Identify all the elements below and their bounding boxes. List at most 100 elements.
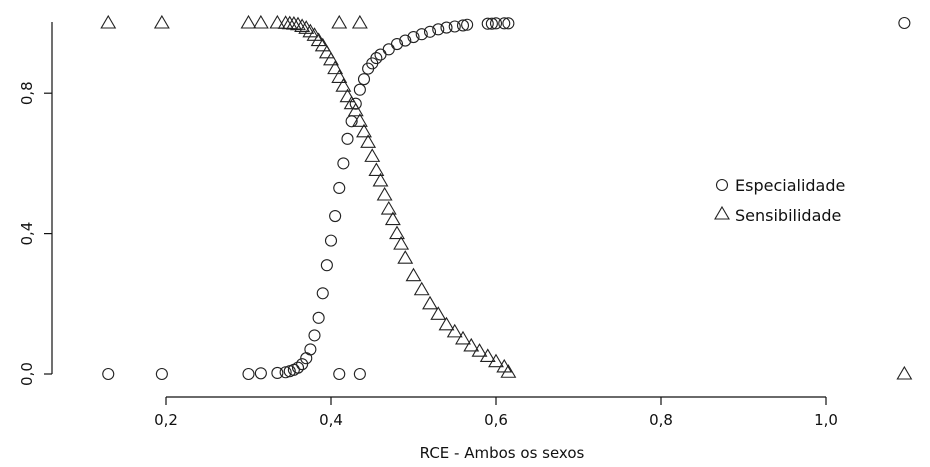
point-sensibilidade-triangle <box>351 14 368 29</box>
point-sensibilidade-triangle <box>290 16 306 31</box>
point-sensibilidade-triangle <box>430 306 447 320</box>
point-sensibilidade-triangle <box>360 134 377 148</box>
point-especialidade-circle <box>353 367 366 381</box>
point-especialidade-circle <box>102 367 115 381</box>
point-especialidade-circle <box>440 21 453 34</box>
point-especialidade-circle <box>279 366 292 379</box>
point-sensibilidade-triangle <box>471 343 488 357</box>
y-tick-label: 0,8 <box>18 81 36 105</box>
point-especialidade-circle <box>308 329 321 342</box>
point-sensibilidade-triangle <box>252 14 269 29</box>
point-especialidade-circle <box>296 358 309 371</box>
point-sensibilidade-triangle <box>240 14 257 29</box>
point-sensibilidade-triangle <box>463 337 480 352</box>
legend-label-sensibilidade: Sensibilidade <box>735 206 841 225</box>
point-sensibilidade-triangle <box>327 60 344 75</box>
point-especialidade-circle <box>456 19 470 32</box>
point-especialidade-circle <box>407 30 420 44</box>
point-sensibilidade-triangle <box>393 236 410 250</box>
point-especialidade-circle <box>498 17 511 30</box>
point-especialidade-circle <box>312 311 325 324</box>
point-sensibilidade-triangle <box>372 172 389 187</box>
point-especialidade-circle <box>382 43 395 56</box>
x-tick-label: 1,0 <box>814 411 838 429</box>
point-sensibilidade-triangle <box>397 250 414 264</box>
point-especialidade-circle <box>271 366 284 379</box>
point-sensibilidade-triangle <box>500 364 517 378</box>
point-especialidade-circle <box>254 367 267 380</box>
y-axis-ticks: 0,0 0,4 0,8 <box>18 81 52 386</box>
point-especialidade-circle <box>423 25 437 38</box>
point-especialidade-circle <box>353 83 366 96</box>
point-especialidade-circle <box>390 38 404 51</box>
point-especialidade-circle <box>333 367 346 381</box>
legend-circle-marker <box>715 178 729 192</box>
point-especialidade-circle <box>242 367 255 381</box>
point-sensibilidade-triangle <box>100 14 117 29</box>
point-sensibilidade-triangle <box>896 365 913 380</box>
x-tick-label: 0,4 <box>319 411 343 429</box>
point-especialidade-circle <box>316 287 329 300</box>
point-especialidade-circle <box>324 234 338 247</box>
point-especialidade-circle <box>399 34 412 47</box>
point-sensibilidade-triangle <box>479 348 496 363</box>
point-especialidade-circle <box>341 132 354 145</box>
point-especialidade-circle <box>329 210 342 223</box>
legend: Especialidade Sensibilidade <box>714 176 845 225</box>
point-especialidade-circle <box>432 23 445 36</box>
point-sensibilidade-triangle <box>318 44 335 59</box>
point-especialidade-circle <box>898 16 911 30</box>
point-sensibilidade-triangle <box>269 14 286 29</box>
point-sensibilidade-triangle <box>323 51 339 66</box>
point-especialidade-circle <box>461 18 474 31</box>
point-especialidade-circle <box>337 157 350 170</box>
point-sensibilidade-triangle <box>351 113 368 127</box>
point-sensibilidade-triangle <box>347 102 364 117</box>
point-especialidade-circle <box>481 17 494 30</box>
point-especialidade-circle <box>485 17 498 30</box>
point-sensibilidade-triangle <box>331 69 348 83</box>
point-especialidade-circle <box>415 28 428 41</box>
legend-label-especialidade: Especialidade <box>735 176 845 195</box>
x-axis-ticks: 0,2 0,4 0,6 0,8 1,0 <box>154 397 838 429</box>
point-sensibilidade-triangle <box>405 267 422 282</box>
point-especialidade-circle <box>489 17 503 30</box>
x-axis-title: RCE - Ambos os sexos <box>420 444 585 462</box>
y-tick-label: 0,4 <box>18 222 36 246</box>
point-sensibilidade-triangle <box>356 123 372 138</box>
point-sensibilidade-triangle <box>343 95 360 110</box>
point-especialidade-circle <box>502 17 515 30</box>
point-especialidade-circle <box>448 20 461 33</box>
x-tick-label: 0,6 <box>484 411 508 429</box>
point-sensibilidade-triangle <box>389 225 405 240</box>
point-sensibilidade-triangle <box>364 148 381 162</box>
point-sensibilidade-triangle <box>153 14 170 29</box>
point-sensibilidade-triangle <box>302 23 319 38</box>
point-sensibilidade-triangle <box>376 186 393 201</box>
legend-triangle-marker <box>714 205 730 220</box>
y-tick-label: 0,0 <box>18 362 36 386</box>
point-sensibilidade-triangle <box>446 323 463 338</box>
point-sensibilidade-triangle <box>488 353 504 368</box>
point-especialidade-circle <box>304 343 317 356</box>
point-sensibilidade-triangle <box>298 20 315 34</box>
point-sensibilidade-triangle <box>368 162 385 176</box>
point-especialidade-circle <box>320 259 333 272</box>
point-sensibilidade-triangle <box>335 78 352 92</box>
point-sensibilidade-triangle <box>314 37 331 52</box>
point-sensibilidade-triangle <box>339 88 356 103</box>
point-especialidade-circle <box>370 52 383 65</box>
point-especialidade-circle <box>155 367 168 381</box>
point-sensibilidade-triangle <box>422 295 438 310</box>
x-tick-label: 0,8 <box>649 411 673 429</box>
data-points <box>100 14 913 381</box>
point-sensibilidade-triangle <box>455 330 471 345</box>
point-sensibilidade-triangle <box>380 200 397 215</box>
point-sensibilidade-triangle <box>413 281 430 296</box>
point-sensibilidade-triangle <box>331 14 348 29</box>
point-sensibilidade-triangle <box>294 18 311 33</box>
point-sensibilidade-triangle <box>285 15 302 30</box>
point-especialidade-circle <box>291 361 305 374</box>
point-sensibilidade-triangle <box>438 316 455 331</box>
